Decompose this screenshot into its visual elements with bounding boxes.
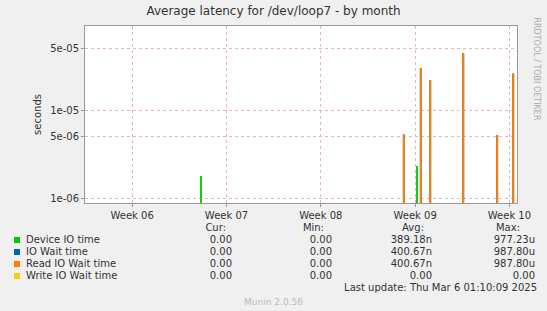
html-text:987.80u: 987.80u	[493, 258, 535, 269]
html-text:Last update: Thu Mar 6 01:10:0: Last update: Thu Mar 6 01:10:09 2025	[344, 282, 537, 293]
html-text:0.00: 0.00	[309, 270, 332, 281]
html-text:0.00: 0.00	[512, 270, 535, 281]
svg-text:1e-06: 1e-06	[50, 193, 79, 204]
html-text:Avg:: Avg:	[402, 222, 424, 233]
html-text:987.80u: 987.80u	[493, 246, 535, 257]
svg-text:Week 06: Week 06	[111, 210, 154, 221]
html-text:Device IO time: Device IO time	[26, 234, 100, 245]
svg-text:Week 08: Week 08	[299, 210, 342, 221]
svg-text:seconds: seconds	[32, 94, 43, 135]
svg-text:5e-05: 5e-05	[50, 43, 79, 54]
html-text:Read IO Wait time: Read IO Wait time	[26, 258, 117, 269]
html-text:977.23u: 977.23u	[493, 234, 535, 245]
html-text:Cur:: Cur:	[205, 222, 226, 233]
svg-text:5e-06: 5e-06	[50, 131, 79, 142]
html-text:Munin 2.0.56: Munin 2.0.56	[244, 297, 303, 307]
html-text:400.67n: 400.67n	[390, 258, 432, 269]
html-text:0.00: 0.00	[309, 246, 332, 257]
svg-text:Week 07: Week 07	[205, 210, 248, 221]
html-text:IO Wait time: IO Wait time	[26, 246, 88, 257]
svg-text:1e-05: 1e-05	[50, 105, 79, 116]
svg-text:Average latency for /dev/loop7: Average latency for /dev/loop7 - by mont…	[146, 4, 400, 18]
svg-text:Week 09: Week 09	[393, 210, 436, 221]
html-text:Max:: Max:	[496, 222, 520, 233]
html-text:Min:: Min:	[302, 222, 324, 233]
svg-text:Week 10: Week 10	[488, 210, 531, 221]
html-text:0.00: 0.00	[209, 234, 232, 245]
svg-text:RRDTOOL / TOBI OETIKER: RRDTOOL / TOBI OETIKER	[532, 17, 541, 120]
html-text:400.67n: 400.67n	[390, 246, 432, 257]
html-text:0.00: 0.00	[309, 258, 332, 269]
html-text:0.00: 0.00	[209, 246, 232, 257]
html-text:389.18n: 389.18n	[390, 234, 432, 245]
html-text:Write IO Wait time: Write IO Wait time	[26, 270, 118, 281]
html-text:0.00: 0.00	[409, 270, 432, 281]
html-text:0.00: 0.00	[209, 270, 232, 281]
html-text:0.00: 0.00	[209, 258, 232, 269]
html-text:0.00: 0.00	[309, 234, 332, 245]
